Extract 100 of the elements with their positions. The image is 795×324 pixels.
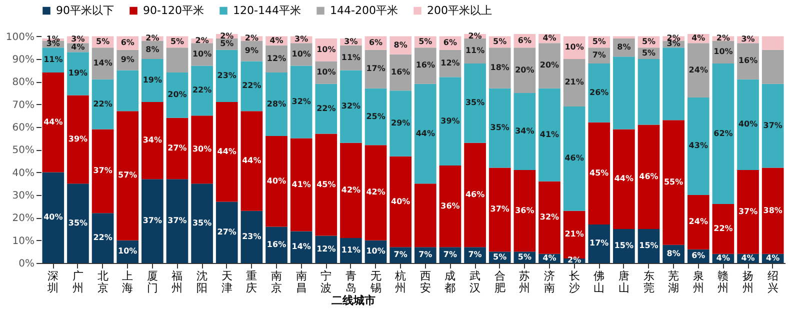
bar (364, 145, 387, 240)
bar (712, 63, 734, 204)
bar (662, 48, 684, 120)
data-label: 22% (714, 224, 733, 233)
x-tick-label: 青岛 (345, 270, 356, 294)
data-label: 16% (391, 68, 410, 77)
bar (762, 50, 784, 84)
data-label: 23% (217, 70, 236, 80)
x-tick-label: 长沙 (568, 270, 580, 294)
data-label: 3% (741, 34, 755, 44)
data-label: 21% (564, 230, 584, 239)
data-label: 2% (244, 34, 258, 43)
bar (439, 166, 462, 248)
data-label: 44% (242, 156, 262, 165)
data-label: 16% (416, 60, 435, 70)
data-label: 36% (440, 201, 460, 210)
data-label: 39% (440, 116, 460, 126)
data-label: 62% (714, 128, 733, 138)
y-tick-label: 40% (12, 168, 34, 179)
data-label: 6% (443, 38, 458, 48)
bar (340, 142, 362, 238)
bar (166, 48, 188, 73)
data-label: 20% (515, 65, 534, 74)
x-tick-label: 无锡 (369, 270, 382, 294)
data-label: 4% (692, 34, 706, 43)
bar (216, 50, 238, 102)
data-label: 7% (443, 250, 458, 260)
data-label: 35% (192, 218, 212, 228)
data-label: 5% (170, 36, 184, 46)
data-label: 37% (490, 204, 510, 214)
x-tick-label: 成都 (444, 270, 456, 294)
text: 二线城市 (331, 294, 376, 307)
data-label: 22% (93, 233, 112, 242)
data-label: 4% (542, 253, 556, 262)
bar (67, 95, 89, 184)
data-label: 4% (542, 34, 556, 43)
y-tick-label: 70% (12, 100, 34, 111)
data-label: 18% (490, 63, 510, 72)
data-label: 4% (71, 42, 85, 52)
data-label: 32% (292, 97, 311, 106)
data-label: 40% (738, 120, 758, 129)
x-tick-label: 芜湖 (668, 270, 680, 294)
data-label: 21% (564, 78, 584, 87)
data-label: 44% (416, 128, 435, 138)
data-label: 15% (639, 240, 658, 250)
data-label: 4% (766, 253, 780, 262)
data-label: 37% (93, 166, 112, 176)
bar (662, 120, 684, 245)
data-label: 5% (642, 48, 656, 58)
data-label: 22% (242, 81, 262, 90)
bar (488, 48, 511, 88)
data-label: 24% (688, 217, 708, 226)
data-label: 5% (418, 36, 432, 46)
bar (92, 48, 114, 80)
data-label: 29% (391, 118, 410, 128)
data-label: 25% (366, 112, 386, 121)
data-label: 8% (617, 42, 631, 52)
x-tick-label: 宁波 (320, 270, 332, 294)
data-label: 17% (366, 64, 386, 74)
data-label: 11% (341, 246, 361, 255)
data-label: 2% (468, 31, 482, 40)
bar (67, 184, 89, 263)
y-tick-label: 100% (6, 32, 34, 43)
bar (166, 179, 188, 263)
bar (216, 202, 238, 263)
bar (116, 70, 139, 112)
bar (142, 102, 164, 180)
x-tick-label: 重庆 (246, 270, 258, 294)
data-label: 40% (266, 176, 286, 186)
data-label: 41% (540, 130, 560, 139)
bar (240, 210, 263, 263)
bar (464, 63, 486, 143)
data-label: 3% (71, 34, 85, 44)
data-label: 32% (341, 102, 361, 111)
y-tick-label: 10% (12, 236, 34, 247)
x-tick-label: 沈阳 (196, 270, 208, 294)
data-label: 6% (368, 38, 383, 48)
x-tick-label: 西安 (420, 270, 431, 294)
data-label: 14% (292, 242, 311, 252)
bar (514, 48, 536, 93)
bar (191, 184, 213, 263)
data-label: 37% (142, 216, 162, 226)
data-label: 28% (266, 99, 286, 108)
data-label: 37% (168, 216, 187, 226)
bar (116, 111, 139, 240)
bar (538, 88, 560, 182)
data-label: 35% (68, 218, 88, 228)
data-label: 5% (220, 39, 234, 48)
data-label: 44% (614, 174, 634, 184)
x-tick-label: 厦门 (146, 270, 158, 294)
data-label: 11% (44, 55, 63, 64)
data-label: 16% (738, 56, 758, 66)
data-label: 22% (316, 104, 336, 113)
bar (588, 224, 610, 263)
data-label: 5% (493, 36, 507, 46)
data-label: 6% (120, 38, 134, 48)
data-label: 3% (344, 36, 358, 46)
data-label: 23% (242, 232, 262, 241)
bar (613, 129, 635, 229)
bar (488, 168, 511, 252)
